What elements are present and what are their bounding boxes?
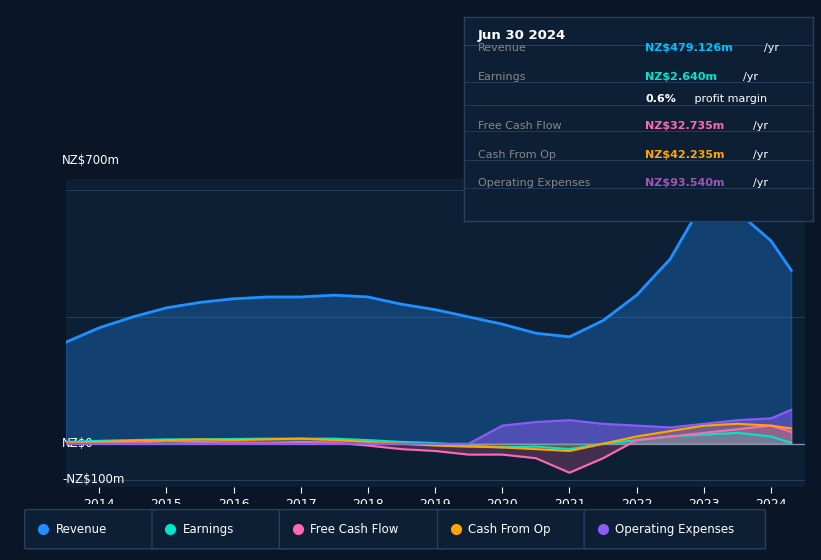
- Text: Free Cash Flow: Free Cash Flow: [310, 522, 398, 536]
- Text: Free Cash Flow: Free Cash Flow: [478, 121, 562, 131]
- Text: profit margin: profit margin: [690, 95, 767, 105]
- FancyBboxPatch shape: [152, 510, 287, 549]
- FancyBboxPatch shape: [25, 510, 159, 549]
- Text: Cash From Op: Cash From Op: [478, 150, 556, 160]
- Text: NZ$93.540m: NZ$93.540m: [645, 178, 725, 188]
- FancyBboxPatch shape: [279, 510, 445, 549]
- Text: Cash From Op: Cash From Op: [469, 522, 551, 536]
- Text: /yr: /yr: [743, 72, 758, 82]
- Text: NZ$42.235m: NZ$42.235m: [645, 150, 725, 160]
- Text: Jun 30 2024: Jun 30 2024: [478, 29, 566, 42]
- Text: /yr: /yr: [754, 178, 768, 188]
- Text: /yr: /yr: [764, 43, 779, 53]
- Text: 0.6%: 0.6%: [645, 95, 677, 105]
- Text: Operating Expenses: Operating Expenses: [615, 522, 734, 536]
- Text: Operating Expenses: Operating Expenses: [478, 178, 590, 188]
- Text: Earnings: Earnings: [478, 72, 526, 82]
- FancyBboxPatch shape: [585, 510, 765, 549]
- Text: /yr: /yr: [754, 121, 768, 131]
- Text: NZ$0: NZ$0: [62, 437, 94, 450]
- Text: NZ$479.126m: NZ$479.126m: [645, 43, 733, 53]
- Text: -NZ$100m: -NZ$100m: [62, 473, 124, 487]
- Text: NZ$700m: NZ$700m: [62, 154, 120, 167]
- Text: NZ$32.735m: NZ$32.735m: [645, 121, 725, 131]
- Text: Revenue: Revenue: [478, 43, 526, 53]
- Text: NZ$2.640m: NZ$2.640m: [645, 72, 718, 82]
- Text: /yr: /yr: [754, 150, 768, 160]
- Text: Earnings: Earnings: [183, 522, 234, 536]
- FancyBboxPatch shape: [438, 510, 592, 549]
- Text: Revenue: Revenue: [56, 522, 107, 536]
